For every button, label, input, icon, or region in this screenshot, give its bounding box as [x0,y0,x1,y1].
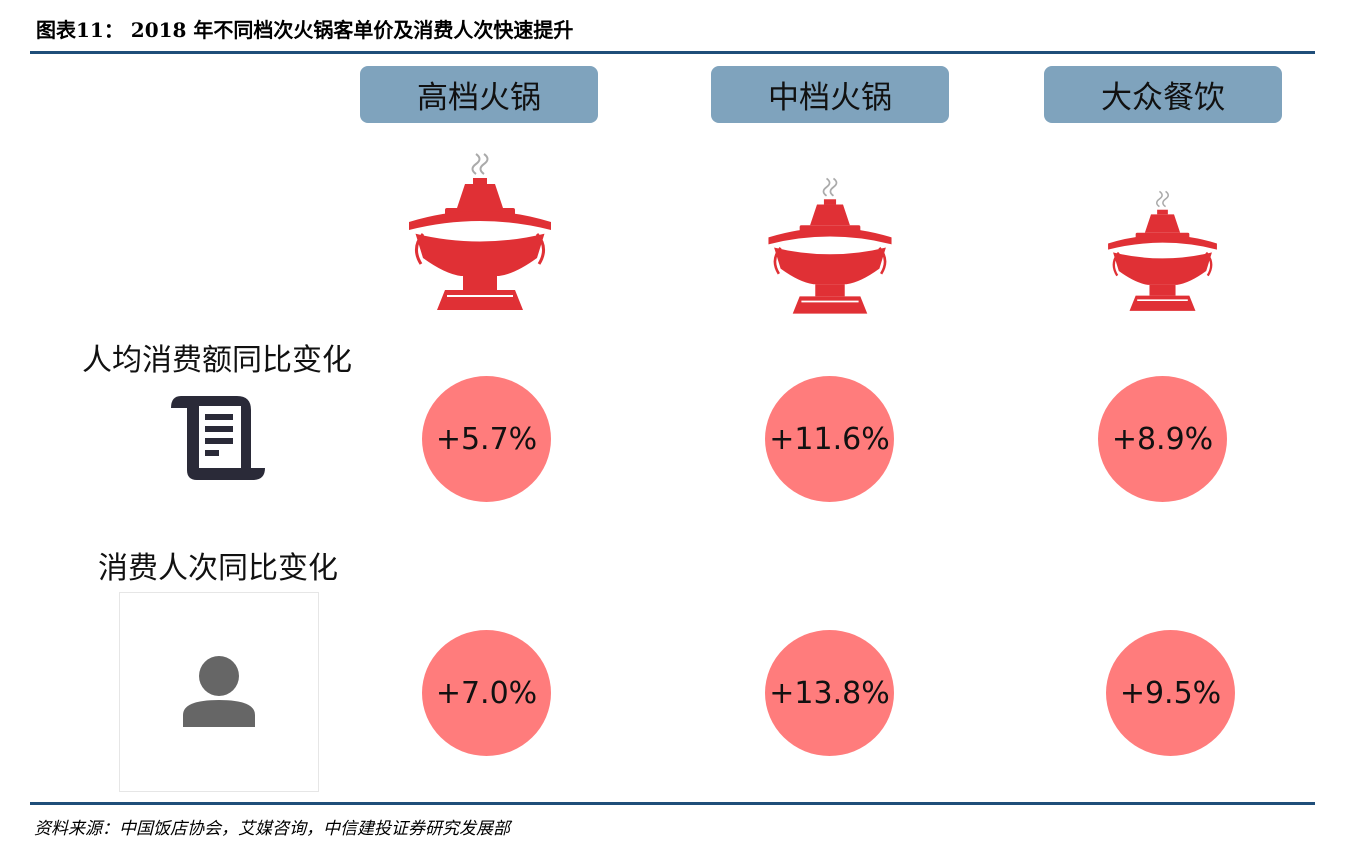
row-label-visits: 消费人次同比变化 [98,551,338,586]
hotpot-icon-small [1108,190,1217,311]
bottom-rule [30,802,1315,805]
category-header-mass: 大众餐饮 [1044,66,1282,123]
row-label-spending: 人均消费额同比变化 [82,343,352,378]
category-header-premium: 高档火锅 [360,66,598,123]
figure-title: 图表11： 2018 年不同档次火锅客单价及消费人次快速提升 [36,18,574,42]
value-circle-spending-premium: +5.7% [422,376,551,502]
receipt-icon [167,388,267,488]
value-circle-spending-midrange: +11.6% [765,376,894,502]
hotpot-icon-medium [768,177,892,314]
top-rule [30,51,1315,54]
hotpot-icon-large [409,153,551,310]
value-circle-visits-premium: +7.0% [422,630,551,756]
person-icon [119,592,319,792]
value-circle-visits-mass: +9.5% [1106,630,1235,756]
category-header-midrange: 中档火锅 [711,66,949,123]
source-note: 资料来源：中国饭店协会，艾媒咨询，中信建投证券研究发展部 [34,819,510,839]
value-circle-spending-mass: +8.9% [1098,376,1227,502]
value-circle-visits-midrange: +13.8% [765,630,894,756]
